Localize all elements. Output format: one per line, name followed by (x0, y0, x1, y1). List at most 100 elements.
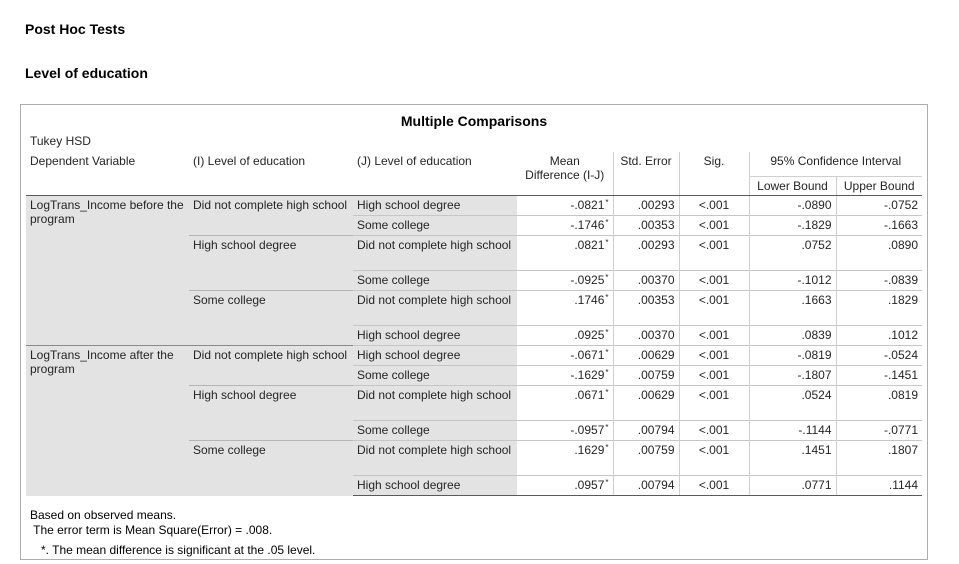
mean-difference-cell: -.0925* (517, 270, 613, 291)
sig-cell: <.001 (678, 385, 749, 421)
std-error-cell: .00759 (612, 365, 679, 386)
upper-bound-cell: .0890 (835, 235, 922, 271)
lower-bound-cell: -.0819 (748, 345, 836, 366)
mean-difference-cell: -.1629* (517, 365, 613, 386)
table-row: LogTrans_Income before the program Did no… (26, 195, 922, 346)
header-sig: Sig. (678, 152, 749, 195)
upper-bound-cell: -.1663 (835, 215, 922, 236)
header-upper-bound: Upper Bound (835, 176, 922, 195)
significance-star: * (605, 198, 609, 207)
std-error-cell: .00629 (612, 385, 679, 421)
mean-difference-cell: -.1746* (517, 215, 613, 236)
lower-bound-cell: -.1144 (748, 420, 836, 441)
std-error-cell: .00353 (612, 215, 679, 236)
lower-bound-cell: .1451 (748, 440, 836, 476)
j-level-cell: High school degree (353, 325, 517, 346)
sig-cell: <.001 (678, 235, 749, 271)
i-level-cell: Some college (189, 440, 353, 496)
sig-cell: <.001 (678, 215, 749, 236)
significance-star: * (605, 273, 609, 282)
sig-cell: <.001 (678, 195, 749, 216)
std-error-cell: .00629 (612, 345, 679, 366)
mean-difference-cell: -.0821* (517, 195, 613, 216)
table-row: Some college -.1629* .00759 <.001 -.1807 -.14… (26, 365, 922, 386)
j-level-cell: High school degree (353, 345, 517, 366)
header-lower-bound: Lower Bound (748, 176, 836, 195)
table-row: Some college -.0925* .00370 <.001 -.1012 -.08… (26, 270, 922, 291)
significance-star: * (605, 238, 609, 247)
table-title: Multiple Comparisons (400, 113, 548, 129)
table-row: High school degree .0957* .00794 <.001.0771… (26, 475, 922, 496)
significance-star: * (605, 218, 609, 227)
i-level-cell: Did not complete high school (189, 195, 353, 236)
mean-difference-cell: .0925* (517, 325, 613, 346)
j-level-cell: Did not complete high school (353, 385, 517, 421)
table-row: High school degree .0925* .00370 <.001.0839… (26, 325, 922, 346)
sig-cell: <.001 (678, 290, 749, 326)
upper-bound-cell: .1012 (835, 325, 922, 346)
upper-bound-cell: -.0524 (835, 345, 922, 366)
footnote-significance: *. The mean difference is significant at… (41, 543, 316, 557)
mean-difference-cell: -.0957* (517, 420, 613, 441)
lower-bound-cell: .0771 (748, 475, 836, 496)
upper-bound-cell: .1807 (835, 440, 922, 476)
upper-bound-cell: .1144 (835, 475, 922, 496)
std-error-cell: .00370 (612, 325, 679, 346)
factor-heading: Level of education (25, 65, 148, 81)
i-level-cell: High school degree (189, 235, 353, 291)
lower-bound-cell: -.1012 (748, 270, 836, 291)
j-level-cell: Some college (353, 365, 517, 386)
footnote-observed-means: Based on observed means. (30, 508, 177, 522)
dependent-variable-cell: LogTrans_Income before the program (26, 195, 189, 346)
multiple-comparisons-table: Dependent Variable (I) Level of educatio… (26, 152, 922, 496)
j-level-cell: High school degree (353, 475, 517, 496)
significance-star: * (605, 423, 609, 432)
lower-bound-cell: .0839 (748, 325, 836, 346)
significance-star: * (605, 443, 609, 452)
lower-bound-cell: .1663 (748, 290, 836, 326)
upper-bound-cell: .1829 (835, 290, 922, 326)
test-method: Tukey HSD (30, 134, 91, 148)
sig-cell: <.001 (678, 365, 749, 386)
j-level-cell: Did not complete high school (353, 440, 517, 476)
mean-difference-cell: .0957* (517, 475, 613, 496)
upper-bound-cell: -.0771 (835, 420, 922, 441)
mean-difference-cell: -.0671* (517, 345, 613, 366)
header-mean-difference: Mean Difference (I-J) (525, 154, 605, 182)
header-j-level: (J) Level of education (357, 154, 472, 168)
upper-bound-cell: .0819 (835, 385, 922, 421)
upper-bound-cell: -.0752 (835, 195, 922, 216)
multiple-comparisons-table-frame: Multiple Comparisons Tukey HSD Dependent… (20, 104, 928, 560)
table-row: High school degree Did not complete high … (26, 385, 922, 441)
lower-bound-cell: -.0890 (748, 195, 836, 216)
i-level-cell: High school degree (189, 385, 353, 441)
dependent-variable-cell: LogTrans_Income after the program (26, 345, 189, 496)
header-std-error: Std. Error (612, 152, 679, 195)
post-hoc-heading: Post Hoc Tests (25, 21, 126, 37)
std-error-cell: .00353 (612, 290, 679, 326)
j-level-cell: Did not complete high school (353, 290, 517, 326)
j-level-cell: Some college (353, 420, 517, 441)
std-error-cell: .00293 (612, 195, 679, 216)
sig-cell: <.001 (678, 345, 749, 366)
table-row: High school degree Did not complete high … (26, 235, 922, 291)
significance-star: * (605, 328, 609, 337)
std-error-cell: .00370 (612, 270, 679, 291)
table-row: LogTrans_Income after the program Did not… (26, 345, 922, 496)
std-error-cell: .00794 (612, 475, 679, 496)
i-level-cell: Some college (189, 290, 353, 346)
table-row: Some college -.0957* .00794 <.001 -.1144 -.07… (26, 420, 922, 441)
std-error-cell: .00293 (612, 235, 679, 271)
upper-bound-cell: -.1451 (835, 365, 922, 386)
mean-difference-cell: .0671* (517, 385, 613, 421)
lower-bound-cell: -.1829 (748, 215, 836, 236)
table-row: Some college Did not complete high school… (26, 290, 922, 346)
table-row: Some college Did not complete high school… (26, 440, 922, 496)
sig-cell: <.001 (678, 440, 749, 476)
lower-bound-cell: .0524 (748, 385, 836, 421)
mean-difference-cell: .1629* (517, 440, 613, 476)
sig-cell: <.001 (678, 475, 749, 496)
j-level-cell: Some college (353, 270, 517, 291)
mean-difference-cell: .1746* (517, 290, 613, 326)
significance-star: * (605, 478, 609, 487)
